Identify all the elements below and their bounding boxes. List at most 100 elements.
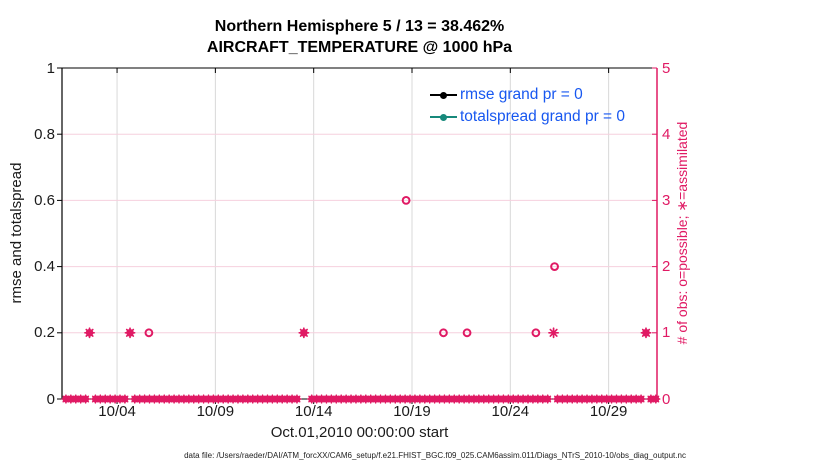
zero-obs-marker	[454, 394, 464, 404]
legend-row-rmse: rmse grand pr = 0	[430, 84, 625, 106]
x-axis-label: Oct.01,2010 00:00:00 start	[270, 424, 449, 441]
rmse-line-marker-icon	[430, 91, 457, 99]
zero-obs-marker	[293, 395, 301, 403]
zero-obs-marker	[174, 394, 184, 404]
zero-obs-marker	[336, 394, 346, 404]
zero-obs-marker	[257, 394, 268, 404]
zero-obs-marker	[120, 394, 130, 404]
zero-obs-marker	[100, 394, 110, 404]
zero-obs-marker	[602, 394, 612, 404]
zero-obs-marker	[544, 395, 552, 403]
zero-obs-marker	[582, 394, 592, 404]
zero-obs-marker	[184, 394, 194, 404]
totalspread-line-marker-icon	[430, 113, 457, 121]
chart-title-line2: AIRCRAFT_TEMPERATURE @ 1000 hPa	[206, 39, 513, 56]
data-file-path: data file: /Users/raeder/DAI/ATM_forcXX/…	[184, 451, 686, 460]
zero-obs-marker	[528, 394, 538, 404]
zero-obs-marker	[646, 394, 656, 404]
zero-obs-marker	[543, 394, 553, 404]
zero-obs-marker	[194, 394, 204, 404]
zero-obs-marker	[307, 394, 317, 404]
zero-obs-marker	[375, 394, 386, 404]
zero-obs-marker	[597, 394, 607, 404]
chart-title: Northern Hemisphere 5 / 13 = 38.462% AIR…	[62, 16, 657, 58]
zero-obs-marker	[498, 394, 509, 404]
zero-obs-marker	[287, 394, 297, 404]
possible-assimilated-marker	[300, 329, 308, 337]
zero-obs-marker	[611, 394, 622, 404]
zero-obs-marker	[405, 394, 415, 404]
zero-obs-marker	[587, 394, 597, 404]
zero-obs-marker	[149, 394, 160, 404]
zero-obs-marker	[267, 394, 278, 404]
zero-obs-marker	[616, 394, 627, 404]
possible-obs-marker	[144, 328, 154, 338]
zero-obs-marker	[429, 394, 440, 404]
zero-obs-marker	[562, 394, 572, 404]
zero-obs-marker	[121, 395, 129, 403]
zero-obs-marker	[469, 394, 479, 404]
zero-obs-marker	[130, 394, 140, 404]
zero-obs-marker	[552, 394, 563, 404]
zero-obs-marker	[228, 394, 238, 404]
legend-row-totalspread: totalspread grand pr = 0	[430, 106, 625, 128]
zero-obs-marker	[395, 394, 405, 404]
zero-obs-marker	[444, 394, 455, 404]
zero-obs-marker	[61, 394, 71, 404]
zero-obs-marker	[95, 394, 105, 404]
zero-obs-marker	[248, 394, 258, 404]
zero-obs-marker	[425, 394, 435, 404]
zero-obs-marker	[316, 394, 327, 404]
zero-obs-marker	[66, 394, 76, 404]
zero-obs-marker	[508, 394, 518, 404]
zero-obs-marker	[326, 394, 337, 404]
zero-obs-marker	[484, 394, 494, 404]
zero-obs-marker	[523, 394, 533, 404]
chart-title-line1: Northern Hemisphere 5 / 13 = 38.462%	[214, 18, 505, 35]
y-left-tick-label: 1	[46, 59, 55, 77]
zero-obs-marker	[420, 394, 430, 404]
zero-obs-marker	[577, 394, 587, 404]
zero-obs-marker	[439, 394, 450, 404]
possible-obs-marker	[462, 328, 472, 338]
zero-obs-marker	[321, 394, 332, 404]
zero-obs-marker	[110, 394, 120, 404]
y-left-tick-label: 0.2	[34, 324, 55, 342]
zero-obs-marker	[105, 394, 115, 404]
zero-obs-marker	[538, 394, 548, 404]
zero-obs-marker	[410, 394, 420, 404]
zero-obs-marker	[218, 394, 228, 404]
zero-obs-marker	[351, 394, 361, 404]
possible-assimilated-marker	[298, 327, 310, 339]
x-tick-label: 10/14	[294, 403, 333, 420]
zero-obs-marker	[652, 395, 660, 403]
zero-obs-marker	[567, 394, 577, 404]
zero-obs-marker	[90, 394, 101, 404]
y-right-tick-label: 5	[662, 59, 671, 77]
zero-obs-marker	[203, 394, 214, 404]
legend-label-rmse: rmse grand pr = 0	[460, 86, 583, 103]
zero-obs-marker	[488, 394, 499, 404]
zero-obs-marker	[415, 394, 425, 404]
zero-obs-marker	[606, 394, 617, 404]
zero-obs-marker	[282, 394, 292, 404]
zero-obs-marker	[154, 394, 164, 404]
zero-obs-marker	[277, 394, 287, 404]
zero-obs-marker	[572, 394, 582, 404]
zero-obs-marker	[179, 394, 189, 404]
zero-obs-marker	[400, 394, 410, 404]
y-right-tick-label: 0	[662, 390, 671, 408]
possible-obs-marker	[531, 328, 541, 338]
zero-obs-marker	[631, 394, 641, 404]
zero-obs-marker	[71, 394, 81, 404]
zero-obs-marker	[637, 395, 645, 403]
zero-obs-marker	[164, 394, 174, 404]
zero-obs-marker	[233, 394, 243, 404]
y-right-tick-label: 2	[662, 258, 671, 276]
zero-obs-marker	[380, 394, 391, 404]
zero-obs-marker	[292, 394, 302, 404]
zero-obs-marker	[626, 394, 636, 404]
zero-obs-marker	[361, 394, 371, 404]
zero-obs-marker	[169, 394, 179, 404]
